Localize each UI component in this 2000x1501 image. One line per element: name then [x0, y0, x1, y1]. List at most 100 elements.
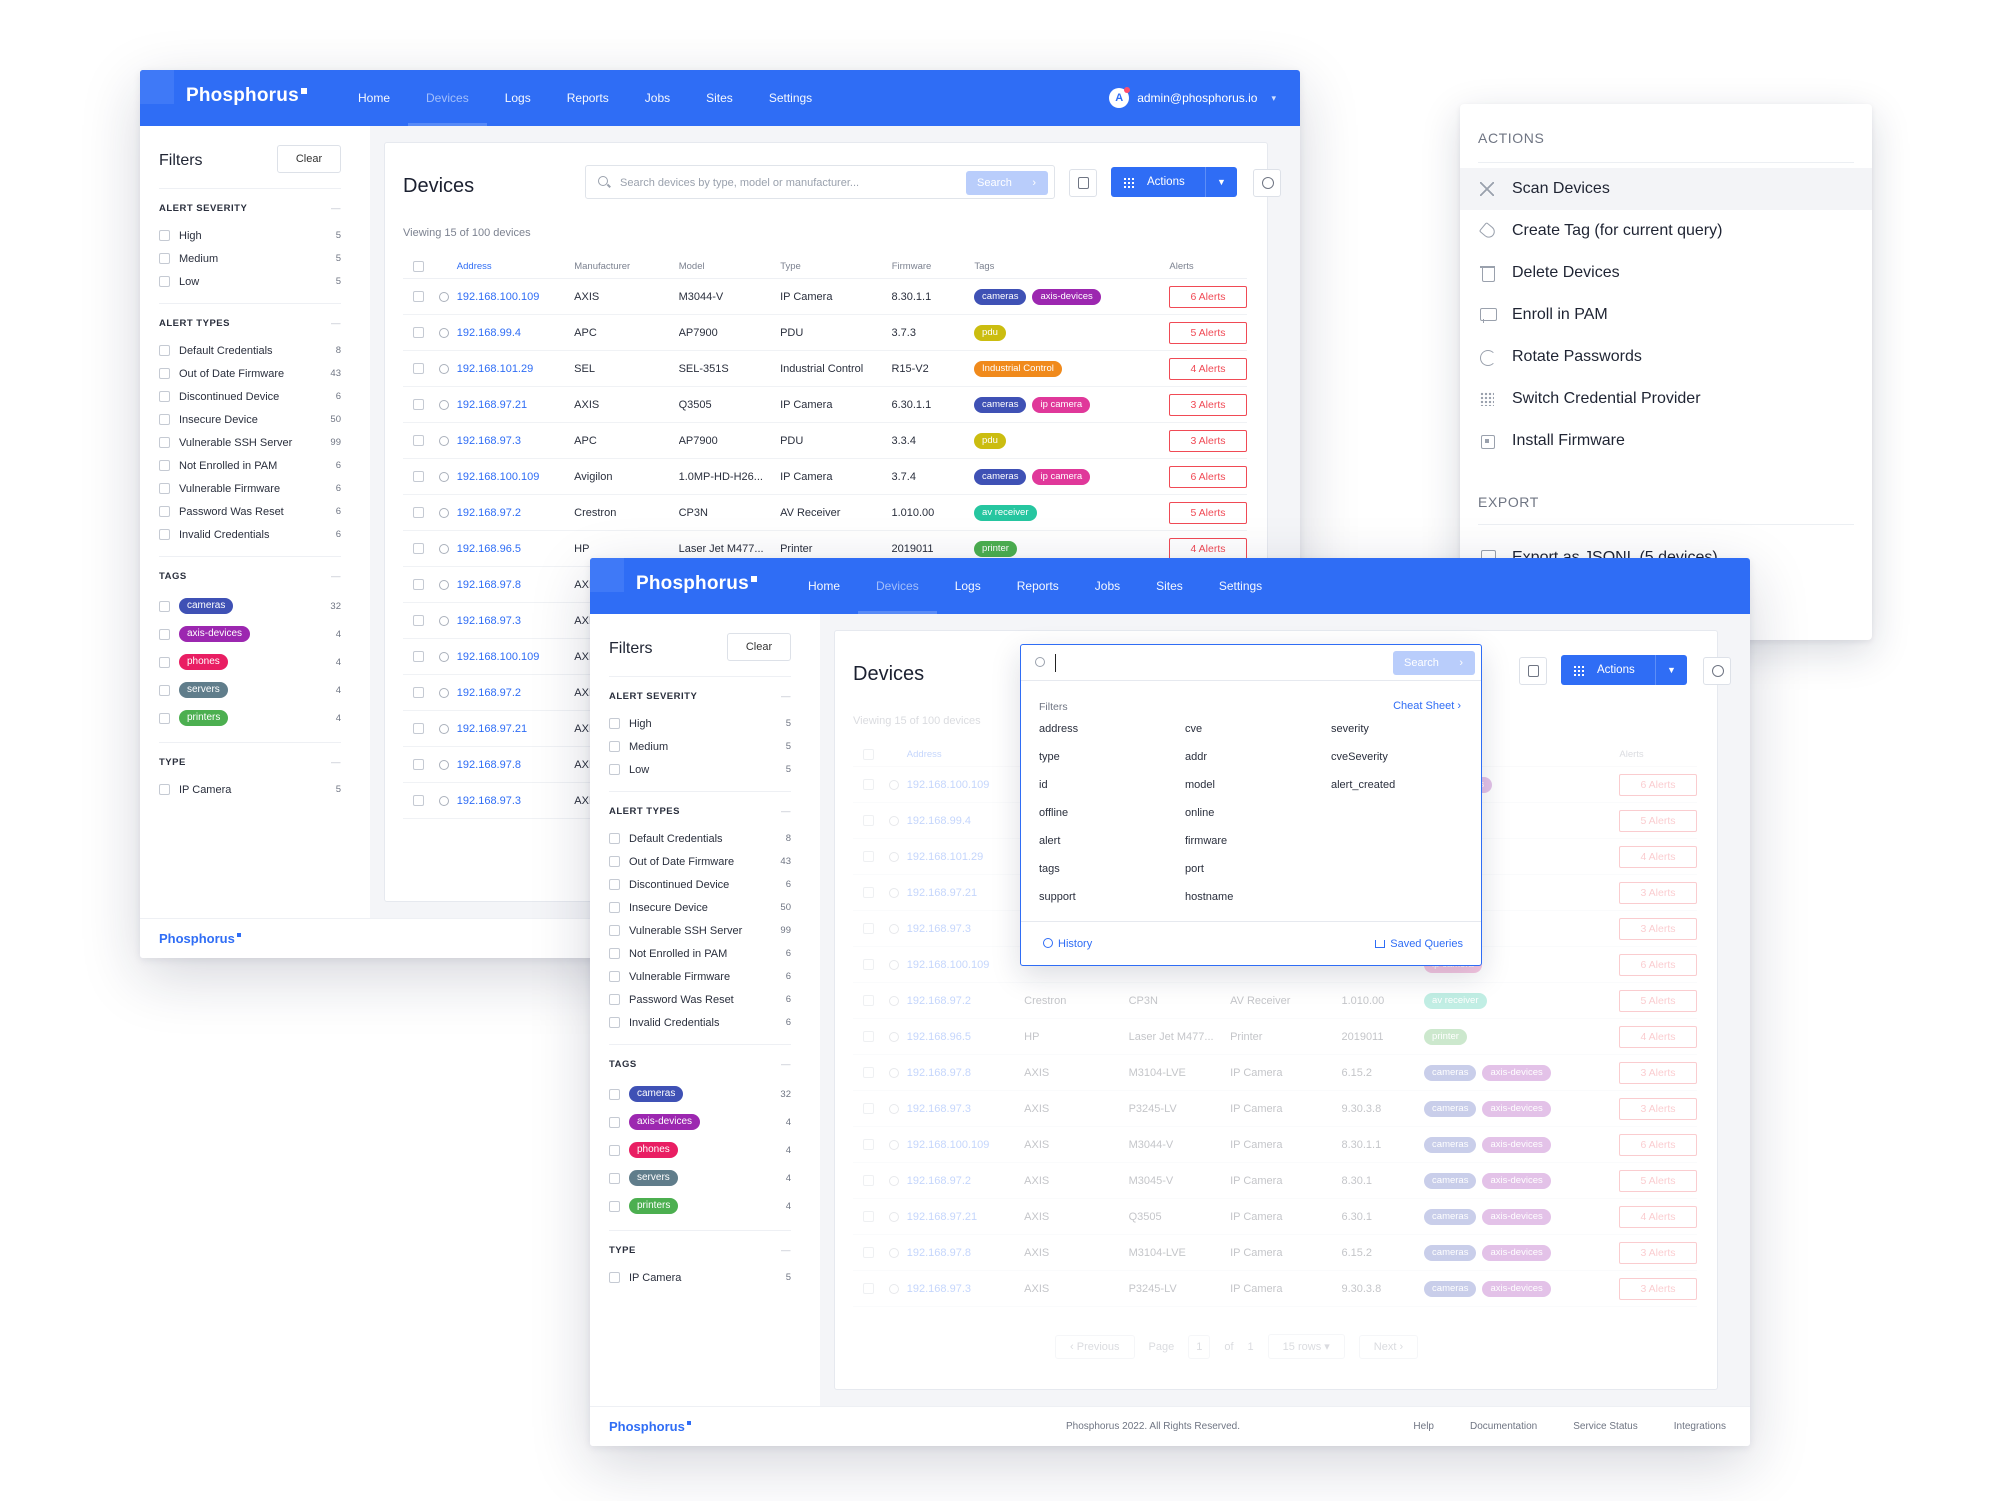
- row-checkbox[interactable]: [413, 615, 424, 626]
- device-address-link[interactable]: 192.168.101.29: [456, 362, 534, 375]
- alerts-badge[interactable]: 5 Alerts: [1619, 1169, 1697, 1192]
- filter-option[interactable]: Out of Date Firmware 43: [159, 362, 341, 385]
- alerts-badge[interactable]: 4 Alerts: [1619, 1205, 1697, 1228]
- alerts-badge[interactable]: 3 Alerts: [1619, 1277, 1697, 1300]
- filter-keyword[interactable]: alert: [1039, 835, 1061, 847]
- nav-reports[interactable]: Reports: [566, 91, 609, 105]
- collapse-icon[interactable]: —: [781, 1059, 791, 1070]
- cheat-sheet-link[interactable]: Cheat Sheet ›: [1393, 700, 1461, 712]
- column-header[interactable]: Address: [906, 749, 942, 760]
- table-row[interactable]: 192.168.101.29 SEL SEL-351S Industrial Cont…: [403, 351, 1247, 387]
- nav-jobs[interactable]: Jobs: [644, 91, 671, 105]
- filter-keyword[interactable]: tags: [1039, 863, 1060, 875]
- device-address-link[interactable]: 192.168.97.3: [456, 794, 522, 807]
- tag-pill[interactable]: cameras: [1424, 1064, 1477, 1081]
- tag-pill[interactable]: ip camera: [1032, 468, 1091, 485]
- filter-keyword[interactable]: support: [1039, 891, 1076, 903]
- row-checkbox[interactable]: [413, 759, 424, 770]
- nav-home[interactable]: Home: [808, 579, 841, 593]
- row-checkbox[interactable]: [863, 1175, 874, 1186]
- tag-pill[interactable]: printer: [1424, 1028, 1467, 1045]
- tag-pill[interactable]: av receiver: [1424, 992, 1487, 1009]
- checkbox[interactable]: [609, 902, 620, 913]
- filter-option[interactable]: Vulnerable Firmware 6: [609, 965, 791, 988]
- filter-keyword[interactable]: firmware: [1185, 835, 1228, 847]
- footer-link-documentation[interactable]: Documentation: [1469, 1421, 1538, 1432]
- checkbox[interactable]: [159, 253, 170, 264]
- menu-item-delete-devices[interactable]: Delete Devices: [1460, 252, 1872, 294]
- filter-option[interactable]: High 5: [609, 712, 791, 735]
- menu-item-switch-credential[interactable]: Switch Credential Provider: [1460, 378, 1872, 420]
- tag-pill[interactable]: axis-devices: [1482, 1208, 1551, 1225]
- filter-option[interactable]: Vulnerable SSH Server 99: [609, 919, 791, 942]
- checkbox[interactable]: [609, 971, 620, 982]
- tag-pill[interactable]: cameras: [1424, 1136, 1477, 1153]
- device-address-link[interactable]: 192.168.100.109: [456, 650, 540, 663]
- filter-option[interactable]: printers 4: [159, 704, 341, 732]
- alerts-badge[interactable]: 4 Alerts: [1619, 1025, 1697, 1048]
- alerts-badge[interactable]: 6 Alerts: [1619, 773, 1697, 796]
- table-row[interactable]: 192.168.97.2 Crestron CP3N AV Receiver 1.010…: [853, 983, 1697, 1019]
- tag-pill[interactable]: axis-devices: [1482, 1172, 1551, 1189]
- device-address-link[interactable]: 192.168.101.29: [906, 850, 984, 863]
- tag-pill[interactable]: axis-devices: [1482, 1136, 1551, 1153]
- alerts-badge[interactable]: 3 Alerts: [1619, 1241, 1697, 1264]
- row-checkbox[interactable]: [413, 579, 424, 590]
- clear-filters-button[interactable]: Clear: [727, 633, 791, 661]
- nav-logs[interactable]: Logs: [954, 579, 981, 593]
- footer-brand[interactable]: Phosphorus: [609, 1419, 691, 1434]
- filter-keyword[interactable]: type: [1039, 751, 1060, 763]
- filter-option[interactable]: Discontinued Device 6: [609, 873, 791, 896]
- row-checkbox[interactable]: [413, 471, 424, 482]
- checkbox[interactable]: [609, 1144, 620, 1156]
- filter-option[interactable]: axis-devices 4: [609, 1108, 791, 1136]
- device-address-link[interactable]: 192.168.97.3: [456, 614, 522, 627]
- next-button[interactable]: Next ›: [1358, 1334, 1419, 1359]
- search-input[interactable]: Search devices by type, model or manufac…: [620, 177, 860, 189]
- device-search[interactable]: Search ›: [1021, 645, 1481, 681]
- filter-option[interactable]: Password Was Reset 6: [609, 988, 791, 1011]
- filter-option[interactable]: Medium 5: [609, 735, 791, 758]
- collapse-icon[interactable]: —: [331, 571, 341, 582]
- collapse-icon[interactable]: —: [331, 318, 341, 329]
- device-address-link[interactable]: 192.168.97.3: [906, 1102, 971, 1115]
- search-button[interactable]: Search ›: [966, 171, 1048, 195]
- row-checkbox[interactable]: [863, 1247, 874, 1258]
- actions-button[interactable]: Actions ▼: [1561, 655, 1687, 685]
- alerts-badge[interactable]: 4 Alerts: [1169, 357, 1247, 380]
- filter-option[interactable]: Out of Date Firmware 43: [609, 850, 791, 873]
- table-row[interactable]: 192.168.100.109 AXIS M3044-V IP Camera 8.30.…: [853, 1127, 1697, 1163]
- nav-sites[interactable]: Sites: [706, 91, 733, 105]
- nav-jobs[interactable]: Jobs: [1094, 579, 1121, 593]
- nav-devices[interactable]: Devices: [408, 70, 487, 126]
- row-checkbox[interactable]: [863, 923, 874, 934]
- nav-logs[interactable]: Logs: [504, 91, 531, 105]
- device-address-link[interactable]: 192.168.99.4: [456, 326, 521, 339]
- alerts-badge[interactable]: 5 Alerts: [1169, 321, 1247, 344]
- collapse-icon[interactable]: —: [781, 1245, 791, 1256]
- checkbox[interactable]: [159, 437, 170, 448]
- menu-item-create-tag[interactable]: Create Tag (for current query): [1460, 210, 1872, 252]
- filter-option[interactable]: IP Camera 5: [609, 1266, 791, 1289]
- menu-item-rotate-passwords[interactable]: Rotate Passwords: [1460, 336, 1872, 378]
- filter-option[interactable]: cameras 32: [609, 1080, 791, 1108]
- filter-keyword[interactable]: cve: [1185, 723, 1203, 735]
- column-header[interactable]: Alerts: [1169, 261, 1194, 272]
- filter-option[interactable]: Password Was Reset 6: [159, 500, 341, 523]
- table-row[interactable]: 192.168.97.21 AXIS Q3505 IP Camera 6.30.1.1 c…: [403, 387, 1247, 423]
- checkbox[interactable]: [159, 529, 170, 540]
- row-checkbox[interactable]: [863, 887, 874, 898]
- footer-link-integrations[interactable]: Integrations: [1673, 1421, 1726, 1432]
- table-row[interactable]: 192.168.100.109 AXIS M3044-V IP Camera 8.30.…: [403, 279, 1247, 315]
- filter-keyword[interactable]: id: [1039, 779, 1048, 791]
- filter-option[interactable]: Low 5: [609, 758, 791, 781]
- column-header[interactable]: Firmware: [891, 261, 932, 272]
- column-header[interactable]: Model: [678, 261, 705, 272]
- tag-pill[interactable]: cameras: [974, 396, 1027, 413]
- collapse-icon[interactable]: —: [781, 691, 791, 702]
- row-checkbox[interactable]: [863, 959, 874, 970]
- device-address-link[interactable]: 192.168.97.2: [906, 1174, 971, 1187]
- filter-option[interactable]: cameras 32: [159, 592, 341, 620]
- checkbox[interactable]: [609, 833, 620, 844]
- device-address-link[interactable]: 192.168.100.109: [456, 290, 540, 303]
